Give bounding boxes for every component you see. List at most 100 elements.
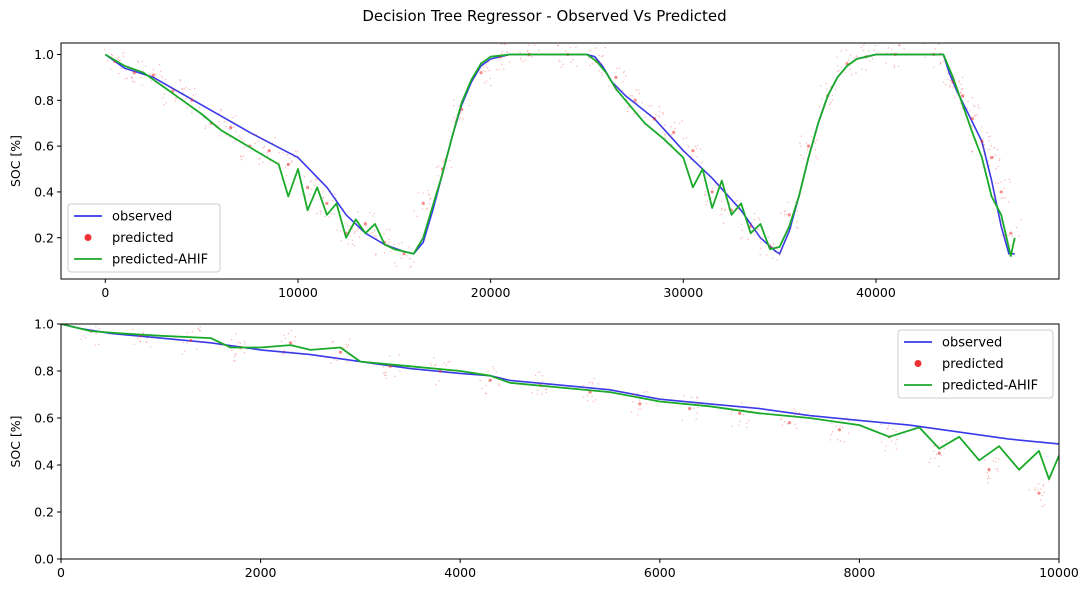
predicted-point [290,330,292,332]
predicted-point [479,379,481,382]
predicted-point [636,392,639,395]
predicted-point [682,137,685,140]
predicted-point [130,76,133,78]
predicted-point [745,422,748,424]
predicted-point [937,43,940,46]
predicted-point [117,56,120,59]
predicted-point [426,207,429,209]
predicted-point [998,159,1001,162]
predicted-point [987,149,989,151]
predicted-point [928,461,931,464]
predicted-point [862,49,865,52]
predicted-point [538,49,540,52]
predicted-point [106,60,109,62]
predicted-point [457,105,460,107]
predicted-point [814,149,817,151]
predicted-point [495,370,497,373]
predicted-point [487,370,489,372]
predicted-point [485,80,488,83]
predicted-point [230,338,233,341]
predicted-point [942,60,945,62]
predicted-point [238,135,240,137]
predicted-point [601,55,603,58]
predicted-point [650,104,653,107]
predicted-point [527,55,529,58]
predicted-point [992,155,994,158]
predicted-point [530,55,533,58]
predicted-point [181,88,184,90]
predicted-point [314,184,316,187]
predicted-point [695,418,697,420]
predicted-point [880,423,882,426]
predicted-point [182,92,184,94]
predicted-point [434,364,436,367]
predicted-point [974,114,977,117]
predicted-point [176,90,179,93]
predicted-point [354,231,356,233]
predicted-point [426,208,428,210]
predicted-point [760,236,762,239]
predicted-point [1000,219,1002,222]
predicted-point [562,63,564,66]
predicted-point [375,235,377,237]
predicted-point [769,243,771,246]
predicted-point [231,126,233,129]
y-tick-label: 1.0 [34,317,54,332]
predicted-point [686,401,688,403]
predicted-point [838,70,840,72]
predicted-point [527,50,529,52]
predicted-point [1041,505,1043,508]
predicted-point [748,419,750,422]
predicted-point [836,70,839,72]
predicted-point [816,158,819,160]
predicted-point [800,145,802,147]
predicted-point [283,350,286,352]
predicted-point [132,71,136,75]
predicted-point [335,197,337,199]
predicted-point [831,94,834,97]
predicted-point [1042,485,1044,487]
predicted-point [417,192,419,194]
predicted-point [849,68,851,71]
predicted-point [1008,234,1010,236]
predicted-point [661,126,663,129]
predicted-point [961,88,963,91]
predicted-point [969,110,971,112]
predicted-point [597,383,600,385]
predicted-point [696,397,699,399]
predicted-point [837,428,842,432]
predicted-point [992,460,995,462]
predicted-point [638,89,640,92]
predicted-point [399,370,401,372]
predicted-point [389,228,391,231]
predicted-point [558,59,560,62]
predicted-point [837,65,839,67]
predicted-point [767,236,769,239]
predicted-point [1043,491,1045,493]
predicted-point [375,254,377,256]
predicted-point [978,107,980,109]
predicted-point [139,340,141,343]
predicted-point [670,126,672,128]
predicted-point [795,427,798,429]
predicted-point [183,88,185,90]
predicted-point [522,60,524,63]
predicted-point [191,330,194,333]
predicted-point [895,430,897,432]
predicted-point [741,236,744,239]
predicted-point [139,340,142,343]
predicted-point [987,477,989,480]
predicted-point [845,417,848,420]
predicted-point [662,131,664,133]
predicted-point [696,412,698,414]
predicted-point [119,59,121,61]
predicted-point [633,98,637,102]
predicted-point [294,335,297,338]
predicted-point [330,362,332,364]
predicted-point [235,333,237,335]
predicted-point [1037,483,1040,485]
predicted-point [781,417,783,420]
predicted-point [971,151,974,153]
legend-box [897,329,1054,399]
predicted-point [640,408,642,410]
